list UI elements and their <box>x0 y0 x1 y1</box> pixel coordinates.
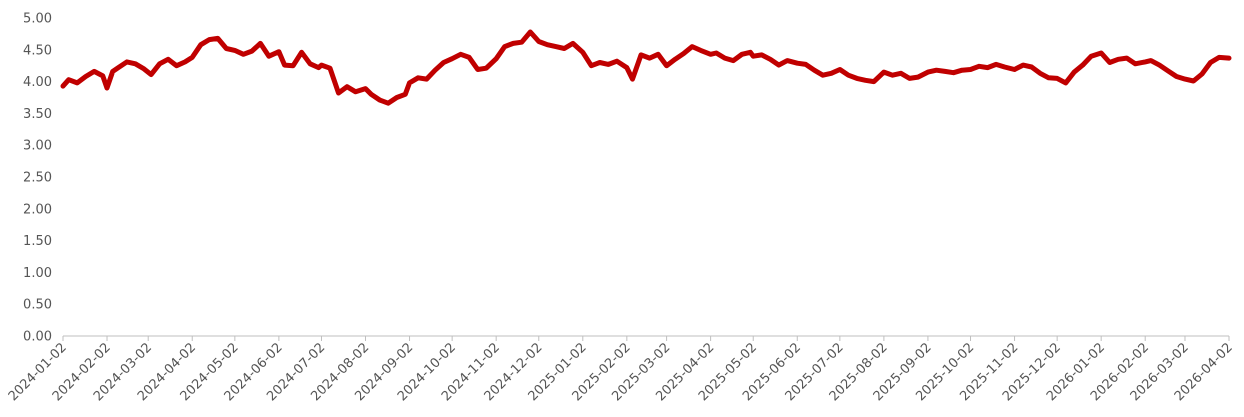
series-group <box>63 32 1229 103</box>
y-tick-label: 3.00 <box>23 139 52 154</box>
y-tick-label: 1.00 <box>23 266 52 281</box>
y-tick-label: 0.50 <box>23 298 52 313</box>
y-tick-label: 4.50 <box>23 43 52 58</box>
y-tick-label: 2.00 <box>23 202 52 217</box>
x-axis: 2024-01-022024-02-022024-03-022024-04-02… <box>6 336 1236 404</box>
y-tick-label: 1.50 <box>23 234 52 249</box>
y-axis: 0.00 0.50 1.00 1.50 2.00 2.50 3.00 3.50 4.00 4.50… <box>23 12 52 345</box>
y-tick-label: 3.50 <box>23 107 52 122</box>
y-tick-label: 4.00 <box>23 75 52 90</box>
y-tick-label: 5.00 <box>23 12 52 27</box>
series-line <box>63 32 1229 103</box>
y-tick-label: 0.00 <box>23 330 52 345</box>
y-tick-label: 2.50 <box>23 171 52 186</box>
